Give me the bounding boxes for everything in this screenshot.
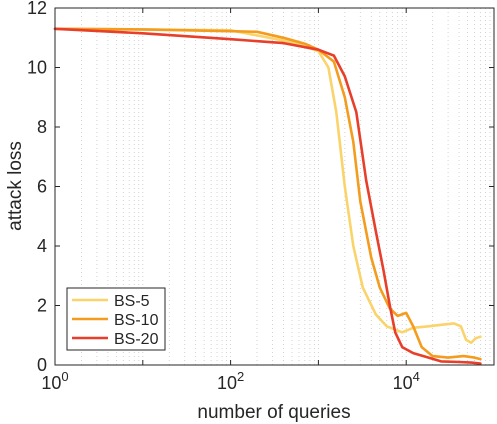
y-tick-label: 12: [27, 0, 47, 18]
x-tick-label: 102: [217, 369, 244, 393]
y-tick-label: 4: [37, 236, 47, 256]
legend-label-bs-10: BS-10: [114, 312, 159, 329]
x-tick-label-base: 10: [393, 373, 413, 393]
legend: BS-5 BS-10 BS-20: [66, 287, 166, 351]
x-tick-label-base: 10: [41, 373, 61, 393]
x-tick-label-exponent: 2: [237, 369, 244, 384]
series-lines: [53, 27, 482, 365]
x-tick-label: 104: [393, 369, 420, 393]
y-tick-label: 2: [37, 296, 47, 316]
legend-label-bs-20: BS-20: [114, 331, 159, 348]
y-tick-labels: 0 2 4 6 8 10 12: [27, 0, 47, 375]
x-tick-label-exponent: 4: [413, 369, 420, 384]
x-axis-label: number of queries: [197, 402, 350, 423]
y-tick-label: 0: [37, 355, 47, 375]
x-tick-labels: 100 102 104: [41, 369, 419, 393]
legend-box: [66, 287, 166, 351]
legend-label-bs-5: BS-5: [114, 293, 150, 310]
y-axis-label: attack loss: [5, 141, 26, 231]
y-tick-label: 10: [27, 58, 47, 78]
series-line-bs-10: [53, 27, 482, 361]
y-tick-label: 6: [37, 177, 47, 197]
x-tick-label-exponent: 0: [61, 369, 68, 384]
x-tick-label-base: 10: [217, 373, 237, 393]
axis-ticks: [54, 7, 495, 366]
y-tick-label: 8: [37, 117, 47, 137]
x-tick-label: 100: [41, 369, 68, 393]
series-line-bs-20: [53, 27, 482, 365]
